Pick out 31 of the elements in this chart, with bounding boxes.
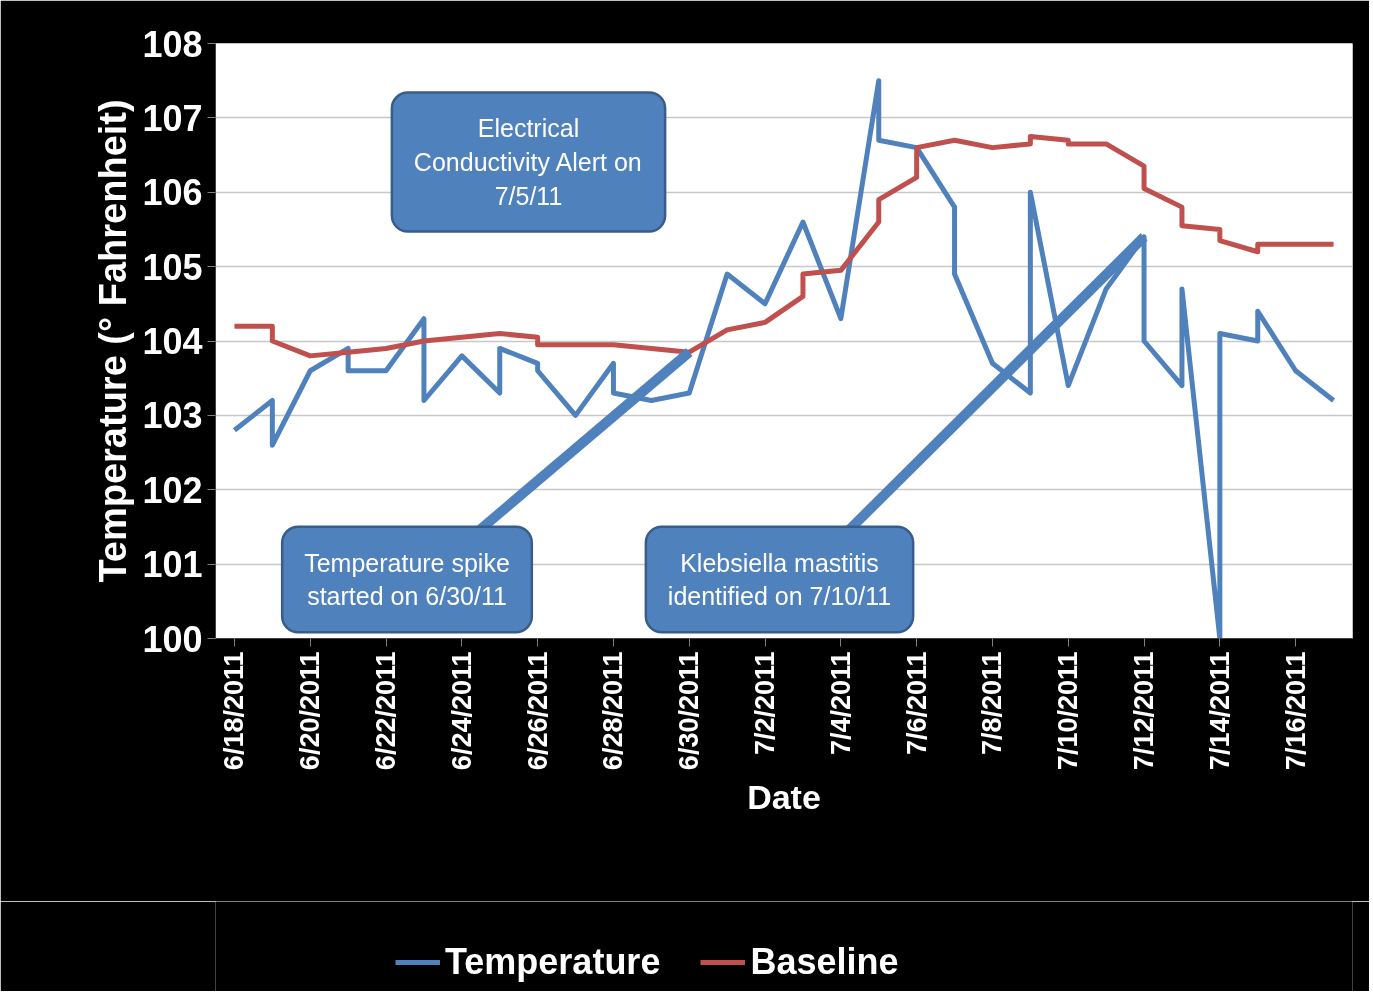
annotation: Klebsiella mastitis identified on 7/10/11 (667, 548, 892, 611)
x-tick-label: 7/10/2011 (1053, 651, 1084, 771)
y-tick-label: 107 (142, 97, 203, 139)
legend-label: Baseline (750, 941, 899, 983)
y-tick-label: 105 (142, 246, 203, 288)
x-tick-label: 7/4/2011 (825, 651, 856, 756)
annotation: Electrical Conductivity Alert on 7/5/11 (413, 114, 642, 210)
y-tick-label: 103 (142, 395, 203, 437)
x-tick-label: 6/18/2011 (219, 651, 250, 771)
x-tick-label: 7/6/2011 (901, 651, 932, 756)
x-tick-label: 7/2/2011 (750, 651, 781, 756)
x-tick-label: 7/8/2011 (977, 651, 1008, 756)
y-tick-label: 108 (142, 23, 203, 65)
x-tick-label: 7/16/2011 (1280, 651, 1311, 771)
y-axis-title: Temperature (° Fahrenheit) (92, 99, 135, 583)
y-tick-label: 106 (142, 172, 203, 214)
x-tick-label: 6/26/2011 (522, 651, 553, 771)
x-tick-label: 6/30/2011 (674, 651, 705, 771)
y-tick-label: 102 (142, 469, 203, 511)
x-tick-label: 6/28/2011 (598, 651, 629, 771)
legend-label: Temperature (445, 941, 661, 983)
x-tick-label: 6/22/2011 (371, 651, 402, 771)
x-axis-title: Date (747, 778, 821, 817)
x-tick-label: 6/20/2011 (295, 651, 326, 771)
y-tick-label: 101 (142, 544, 203, 586)
y-tick-label: 104 (142, 321, 203, 362)
annotation: Temperature spike started on 6/30/11 (304, 548, 510, 611)
x-tick-label: 7/12/2011 (1129, 651, 1160, 771)
y-tick-label: 100 (142, 618, 203, 660)
x-tick-label: 7/14/2011 (1204, 651, 1235, 771)
x-tick-label: 6/24/2011 (446, 651, 477, 771)
